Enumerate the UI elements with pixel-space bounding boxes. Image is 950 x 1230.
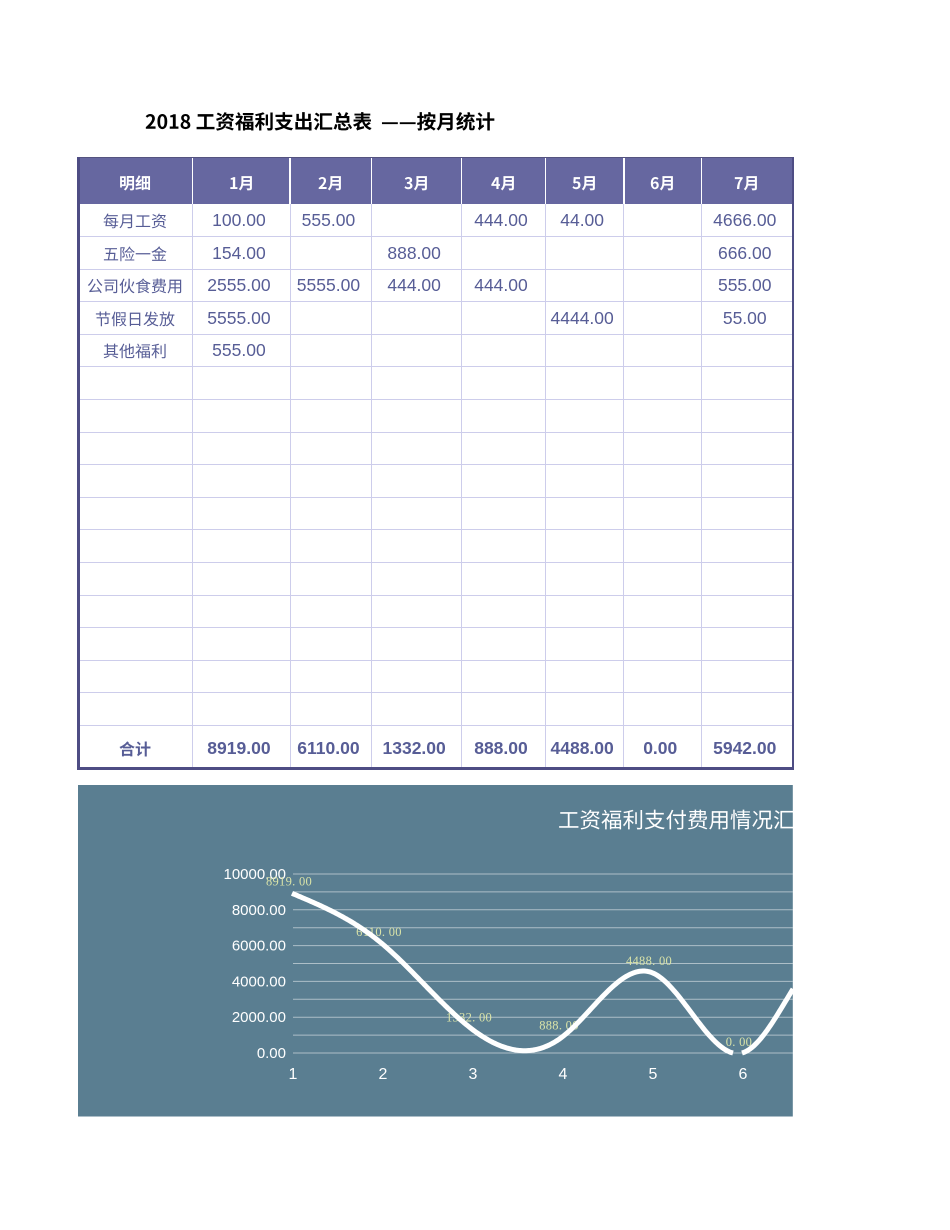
svg-text:1: 1 bbox=[289, 1066, 298, 1083]
svg-text:4: 4 bbox=[559, 1066, 568, 1083]
svg-text:6000.00: 6000.00 bbox=[232, 938, 286, 955]
svg-text:2: 2 bbox=[379, 1066, 388, 1083]
svg-text:10000.00: 10000.00 bbox=[223, 866, 286, 883]
svg-text:4488. 00: 4488. 00 bbox=[626, 954, 672, 968]
svg-text:0. 00: 0. 00 bbox=[726, 1035, 752, 1049]
svg-text:8000.00: 8000.00 bbox=[232, 902, 286, 919]
svg-text:2000.00: 2000.00 bbox=[232, 1009, 286, 1026]
svg-text:4000.00: 4000.00 bbox=[232, 973, 286, 990]
svg-text:0.00: 0.00 bbox=[257, 1045, 286, 1062]
svg-text:3: 3 bbox=[469, 1066, 478, 1083]
svg-text:5: 5 bbox=[649, 1066, 658, 1083]
svg-text:6: 6 bbox=[739, 1066, 748, 1083]
svg-text:8919. 00: 8919. 00 bbox=[266, 875, 312, 889]
